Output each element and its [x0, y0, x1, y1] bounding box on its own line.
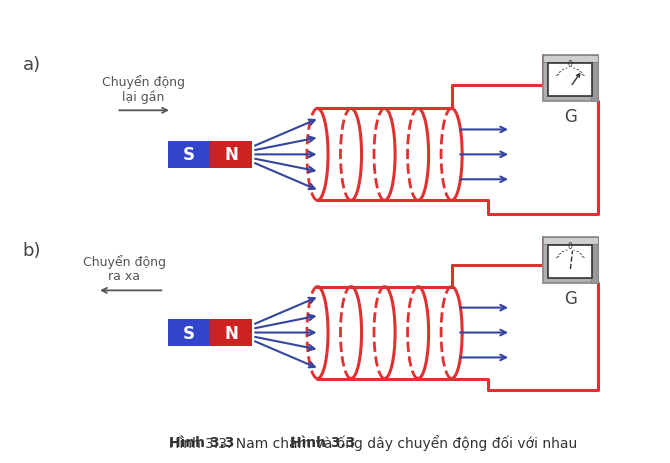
Bar — [549, 63, 592, 97]
Bar — [168, 142, 210, 169]
Text: N: N — [224, 324, 239, 342]
Text: lại gần: lại gần — [122, 90, 164, 104]
Text: b): b) — [23, 241, 41, 259]
Bar — [592, 244, 598, 283]
Text: G: G — [564, 290, 577, 307]
Bar — [210, 142, 253, 169]
Text: Chuyển động: Chuyển động — [82, 255, 165, 269]
Text: ra xa: ra xa — [108, 270, 140, 283]
Bar — [543, 237, 598, 244]
Bar — [543, 56, 598, 102]
Bar — [168, 319, 210, 346]
Text: G: G — [564, 108, 577, 126]
Text: 0: 0 — [568, 60, 573, 69]
Bar — [592, 63, 598, 102]
Text: Hình 3.3. Nam châm và ống dây chuyển động đối với nhau: Hình 3.3. Nam châm và ống dây chuyển độn… — [169, 434, 578, 450]
Text: Hình 3.3: Hình 3.3 — [169, 435, 234, 449]
Text: Chuyển động: Chuyển động — [102, 75, 185, 89]
Bar — [543, 56, 598, 63]
Text: S: S — [183, 324, 195, 342]
Text: S: S — [183, 146, 195, 164]
Bar — [543, 237, 598, 283]
Text: a): a) — [23, 56, 41, 74]
Bar — [210, 319, 253, 346]
Bar — [549, 245, 592, 279]
Text: N: N — [224, 146, 239, 164]
Text: 0: 0 — [568, 242, 573, 251]
Text: Hình 3.3: Hình 3.3 — [289, 435, 355, 449]
